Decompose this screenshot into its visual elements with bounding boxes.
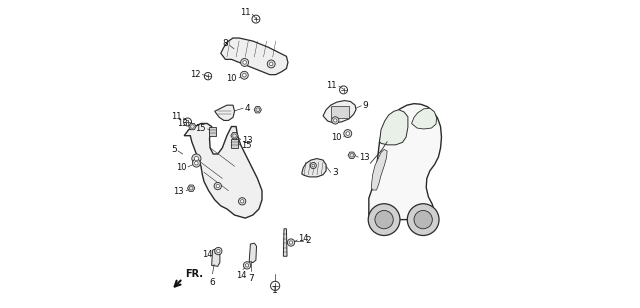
Bar [331, 106, 349, 118]
Circle shape [239, 198, 246, 205]
Text: 4: 4 [244, 104, 250, 113]
Circle shape [241, 59, 248, 67]
Text: 10: 10 [227, 74, 237, 83]
Circle shape [375, 210, 393, 229]
Circle shape [368, 204, 400, 236]
Bar [231, 139, 238, 148]
Text: 5: 5 [171, 145, 177, 154]
Circle shape [195, 156, 198, 161]
Circle shape [333, 119, 337, 122]
Polygon shape [231, 132, 238, 139]
Polygon shape [212, 249, 220, 266]
Text: 13: 13 [173, 187, 184, 196]
Circle shape [243, 61, 246, 64]
Circle shape [243, 262, 251, 269]
Polygon shape [249, 243, 257, 263]
Circle shape [344, 130, 352, 137]
Circle shape [287, 239, 294, 246]
Text: 1: 1 [272, 286, 278, 295]
Text: 15: 15 [195, 124, 205, 132]
Text: 13: 13 [242, 136, 253, 145]
Polygon shape [371, 149, 387, 190]
Polygon shape [221, 38, 288, 75]
Circle shape [407, 204, 439, 236]
Circle shape [269, 62, 273, 66]
Circle shape [245, 264, 249, 267]
Circle shape [195, 161, 198, 165]
Polygon shape [284, 229, 287, 256]
Bar [209, 127, 216, 136]
Circle shape [214, 247, 222, 255]
Circle shape [214, 182, 221, 190]
Polygon shape [348, 152, 355, 158]
Circle shape [241, 200, 244, 203]
Polygon shape [184, 124, 262, 218]
Text: 6: 6 [210, 278, 216, 287]
Text: 10: 10 [332, 133, 342, 142]
Text: 15: 15 [241, 141, 252, 150]
Circle shape [217, 249, 220, 253]
Circle shape [192, 154, 201, 163]
Text: 13: 13 [359, 153, 370, 162]
Text: 2: 2 [305, 237, 311, 245]
Text: 14: 14 [298, 234, 308, 243]
Polygon shape [214, 105, 234, 120]
Polygon shape [254, 107, 261, 113]
Circle shape [241, 71, 248, 79]
Circle shape [414, 210, 433, 229]
Text: 8: 8 [223, 39, 228, 48]
Text: 7: 7 [248, 274, 254, 283]
Polygon shape [189, 124, 196, 130]
Text: 11: 11 [171, 112, 181, 121]
Text: 10: 10 [176, 163, 186, 172]
Text: 14: 14 [236, 271, 246, 280]
Circle shape [216, 184, 220, 188]
Circle shape [312, 164, 315, 167]
Circle shape [243, 74, 246, 77]
Text: 9: 9 [363, 101, 369, 110]
Polygon shape [323, 101, 356, 123]
Text: 13: 13 [177, 119, 188, 128]
Circle shape [289, 241, 292, 244]
Text: FR.: FR. [185, 269, 203, 279]
Polygon shape [301, 159, 326, 177]
Polygon shape [412, 108, 436, 129]
Text: 12: 12 [190, 70, 200, 79]
Circle shape [193, 159, 200, 167]
Circle shape [346, 132, 349, 135]
Circle shape [332, 117, 339, 124]
Text: 3: 3 [332, 168, 338, 177]
Polygon shape [369, 103, 442, 220]
Text: 11: 11 [326, 81, 337, 90]
Text: 11: 11 [240, 9, 250, 18]
Polygon shape [188, 185, 195, 191]
Circle shape [310, 163, 316, 169]
Text: 14: 14 [202, 249, 212, 259]
Polygon shape [380, 110, 408, 145]
Circle shape [267, 60, 275, 68]
